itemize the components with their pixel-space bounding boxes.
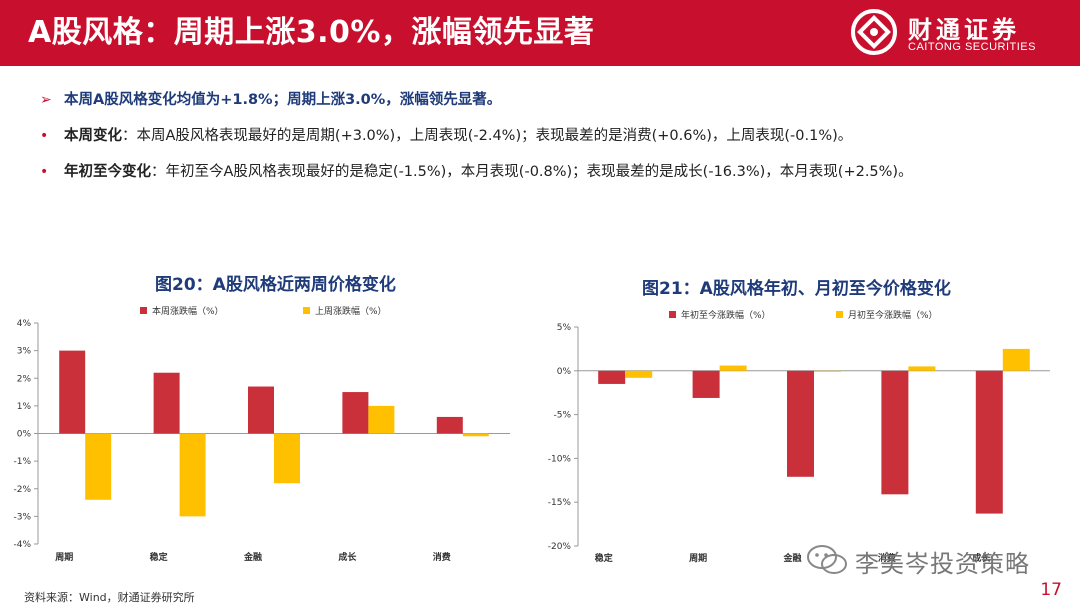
bar-series1 bbox=[787, 370, 814, 477]
legend-swatch bbox=[303, 307, 310, 314]
chart-ytd-svg: 年初至今涨跌幅（%） 月初至今涨跌幅（%） 5% 0% -5% -10% -15% -20% 稳… bbox=[548, 309, 1050, 564]
legend-label: 月初至今涨跌幅（%） bbox=[848, 309, 938, 321]
y-tick-label: -15% bbox=[548, 498, 572, 508]
bullet-ytd-text: 年初至今变化：年初至今A股风格表现最好的是稳定(-1.5%)，本月表现(-0.8… bbox=[64, 160, 913, 184]
bar-series1 bbox=[59, 350, 86, 434]
bar-series2 bbox=[1002, 348, 1030, 371]
bar-series2 bbox=[274, 433, 300, 484]
arrow-bullet-icon: ➢ bbox=[40, 92, 52, 108]
x-category-label: 稳定 bbox=[595, 552, 614, 564]
legend-swatch bbox=[669, 311, 676, 318]
x-category-label: 金融 bbox=[243, 551, 262, 563]
bar-series1 bbox=[342, 392, 369, 434]
company-logo: 财通证券 CAITONG SECURITIES bbox=[850, 8, 1050, 58]
bullet-ytd-head: 年初至今变化 bbox=[64, 164, 151, 180]
y-tick-label: -4% bbox=[13, 540, 31, 550]
bar-series1 bbox=[153, 372, 180, 434]
y-tick-label: -3% bbox=[13, 512, 31, 522]
bullet-main: ➢ 本周A股风格变化均值为+1.8%；周期上涨3.0%，涨幅领先显著。 bbox=[40, 88, 1060, 124]
y-tick-label: 5% bbox=[557, 323, 572, 333]
y-tick-label: -20% bbox=[548, 542, 572, 552]
x-category-label: 周期 bbox=[689, 552, 707, 564]
x-category-label: 周期 bbox=[55, 551, 73, 563]
x-category-label: 金融 bbox=[782, 552, 801, 564]
bar-series1 bbox=[598, 370, 626, 384]
bar-series2 bbox=[85, 433, 112, 500]
dot-bullet-icon: • bbox=[40, 128, 49, 144]
dot-bullet-icon: • bbox=[40, 164, 49, 180]
page-title: A股风格：周期上涨3.0%，涨幅领先显著 bbox=[28, 15, 595, 50]
bar-series2 bbox=[368, 405, 395, 434]
bullet-weekly-body: ：本周A股风格表现最好的是周期(+3.0%)，上周表现(-2.4%)；表现最差的… bbox=[122, 128, 853, 144]
y-tick-label: 2% bbox=[17, 374, 32, 384]
bar-series2 bbox=[814, 370, 841, 372]
legend-label: 本周涨跌幅（%） bbox=[152, 305, 224, 317]
chart-ytd-style: 图21：A股风格年初、月初至今价格变化 年初至今涨跌幅（%） 月初至今涨跌幅（%）… bbox=[540, 262, 1080, 572]
x-category-label: 成长 bbox=[972, 552, 991, 564]
source-note: 资料来源：Wind，财通证券研究所 bbox=[24, 591, 195, 604]
bar-series2 bbox=[908, 366, 936, 371]
bar-series1 bbox=[436, 416, 463, 434]
logo-english-name: CAITONG SECURITIES bbox=[908, 41, 1036, 53]
x-category-label: 成长 bbox=[338, 551, 357, 563]
chart-weekly-style: 图20：A股风格近两周价格变化 本周涨跌幅（%） 上周涨跌幅（%） 4% 3% 2% 1%… bbox=[0, 262, 540, 572]
bar-series1 bbox=[248, 386, 274, 434]
chart-title: 图21：A股风格年初、月初至今价格变化 bbox=[642, 279, 951, 299]
x-category-label: 消费 bbox=[878, 552, 896, 564]
bar-series2 bbox=[719, 365, 747, 371]
y-tick-label: 0% bbox=[557, 367, 572, 377]
bullet-ytd-body: ：年初至今A股风格表现最好的是稳定(-1.5%)，本月表现(-0.8%)；表现最… bbox=[151, 164, 913, 180]
logo-mark-icon bbox=[851, 9, 897, 55]
bullet-weekly: • 本周变化：本周A股风格表现最好的是周期(+3.0%)，上周表现(-2.4%)… bbox=[40, 124, 1060, 160]
logo-chinese-name: 财通证券 bbox=[908, 16, 1020, 44]
y-tick-label: 4% bbox=[17, 319, 32, 329]
x-category-label: 消费 bbox=[433, 551, 451, 563]
legend-swatch bbox=[140, 307, 147, 314]
y-tick-label: 1% bbox=[17, 402, 32, 412]
y-tick-label: -10% bbox=[548, 454, 572, 464]
bar-series2 bbox=[625, 370, 653, 378]
bar-series1 bbox=[881, 370, 909, 495]
y-tick-label: 3% bbox=[17, 347, 32, 357]
page-number: 17 bbox=[1040, 580, 1062, 600]
legend-label: 年初至今涨跌幅（%） bbox=[681, 309, 771, 321]
chart-title: 图20：A股风格近两周价格变化 bbox=[155, 275, 396, 295]
legend-swatch bbox=[836, 311, 843, 318]
bullet-ytd: • 年初至今变化：年初至今A股风格表现最好的是稳定(-1.5%)，本月表现(-0… bbox=[40, 160, 1060, 196]
legend-label: 上周涨跌幅（%） bbox=[315, 305, 387, 317]
header: A股风格：周期上涨3.0%，涨幅领先显著 财通证券 CAITONG SECURI… bbox=[0, 0, 1080, 80]
header-band bbox=[0, 0, 1080, 66]
summary-bullets: ➢ 本周A股风格变化均值为+1.8%；周期上涨3.0%，涨幅领先显著。 • 本周… bbox=[40, 88, 1060, 196]
y-tick-label: -5% bbox=[553, 411, 571, 421]
bar-series1 bbox=[692, 370, 720, 398]
y-tick-label: 0% bbox=[17, 430, 32, 440]
bar-series2 bbox=[179, 433, 206, 517]
chart-weekly-svg: 本周涨跌幅（%） 上周涨跌幅（%） 4% 3% 2% 1% 0% -1% -2% -3% -4% 周期… bbox=[13, 305, 510, 563]
bullet-weekly-text: 本周变化：本周A股风格表现最好的是周期(+3.0%)，上周表现(-2.4%)；表… bbox=[64, 124, 852, 148]
y-tick-label: -1% bbox=[13, 457, 31, 467]
watermark-text: 李美岑投资策略 bbox=[855, 550, 1030, 578]
bullet-main-text: 本周A股风格变化均值为+1.8%；周期上涨3.0%，涨幅领先显著。 bbox=[64, 92, 502, 108]
bullet-weekly-head: 本周变化 bbox=[64, 128, 122, 144]
x-category-label: 稳定 bbox=[150, 551, 169, 563]
bar-series2 bbox=[462, 433, 489, 437]
bar-series1 bbox=[975, 370, 1003, 514]
y-tick-label: -2% bbox=[13, 485, 31, 495]
wechat-icon bbox=[807, 545, 847, 574]
